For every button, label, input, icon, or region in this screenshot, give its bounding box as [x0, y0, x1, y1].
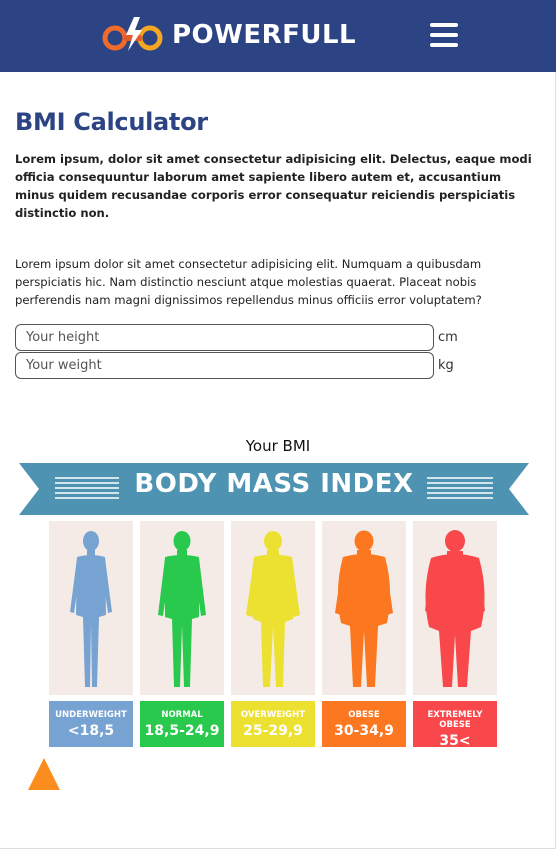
figure-card-underweight: [49, 521, 133, 695]
banner-ribbon: [19, 463, 529, 515]
height-input[interactable]: [15, 324, 434, 351]
bmi-category-underweight: UNDERWEIGHT <18,5: [49, 701, 133, 747]
category-name: OVERWEIGHT: [240, 710, 306, 720]
category-range: <18,5: [67, 723, 115, 739]
category-name: EXTREMELY OBESE: [427, 710, 483, 730]
category-range: 30-34,9: [334, 723, 394, 739]
triangle-pointer-icon: [28, 758, 60, 790]
bmi-chart: BODY MASS INDEX: [19, 460, 529, 750]
menu-bar: [430, 43, 458, 47]
figure-card-overweight: [231, 521, 315, 695]
menu-bar: [430, 23, 458, 27]
weight-input[interactable]: [15, 352, 434, 379]
figure-card-normal: [140, 521, 224, 695]
intro-paragraph: Lorem ipsum, dolor sit amet consectetur …: [15, 152, 532, 220]
bmi-category-extremely-obese: EXTREMELY OBESE 35<: [413, 701, 497, 749]
person-silhouette-icon: [335, 530, 393, 687]
weight-unit: kg: [438, 358, 454, 373]
brand-name: POWERFULL: [172, 20, 357, 50]
height-unit: cm: [438, 330, 458, 345]
logo-icon: [102, 17, 163, 51]
category-name: UNDERWEIGHT: [55, 710, 127, 720]
category-range: 18,5-24,9: [144, 723, 220, 739]
person-silhouette-icon: [158, 531, 206, 687]
bmi-result-label: Your BMI: [245, 437, 311, 455]
logo[interactable]: POWERFULL: [100, 12, 356, 58]
person-silhouette-icon: [425, 530, 485, 687]
category-range: 25-29,9: [243, 723, 303, 739]
figure-card-obese: [322, 521, 406, 695]
bmi-category-obese: OBESE 30-34,9: [322, 701, 406, 747]
figure-card-extremely-obese: [413, 521, 497, 695]
banner-title: BODY MASS INDEX: [134, 469, 414, 499]
category-name: NORMAL: [161, 710, 203, 720]
person-silhouette-icon: [70, 531, 112, 687]
site-header: POWERFULL: [0, 0, 556, 72]
menu-bar: [430, 33, 458, 37]
description-paragraph: Lorem ipsum dolor sit amet consectetur a…: [15, 257, 482, 307]
hamburger-menu-icon[interactable]: [430, 23, 458, 47]
person-silhouette-icon: [246, 531, 300, 687]
bmi-category-overweight: OVERWEIGHT 25-29,9: [231, 701, 315, 747]
category-range: 35<: [439, 733, 471, 749]
page-title: BMI Calculator: [15, 108, 208, 136]
bmi-category-normal: NORMAL 18,5-24,9: [140, 701, 224, 747]
category-name: OBESE: [348, 710, 380, 720]
